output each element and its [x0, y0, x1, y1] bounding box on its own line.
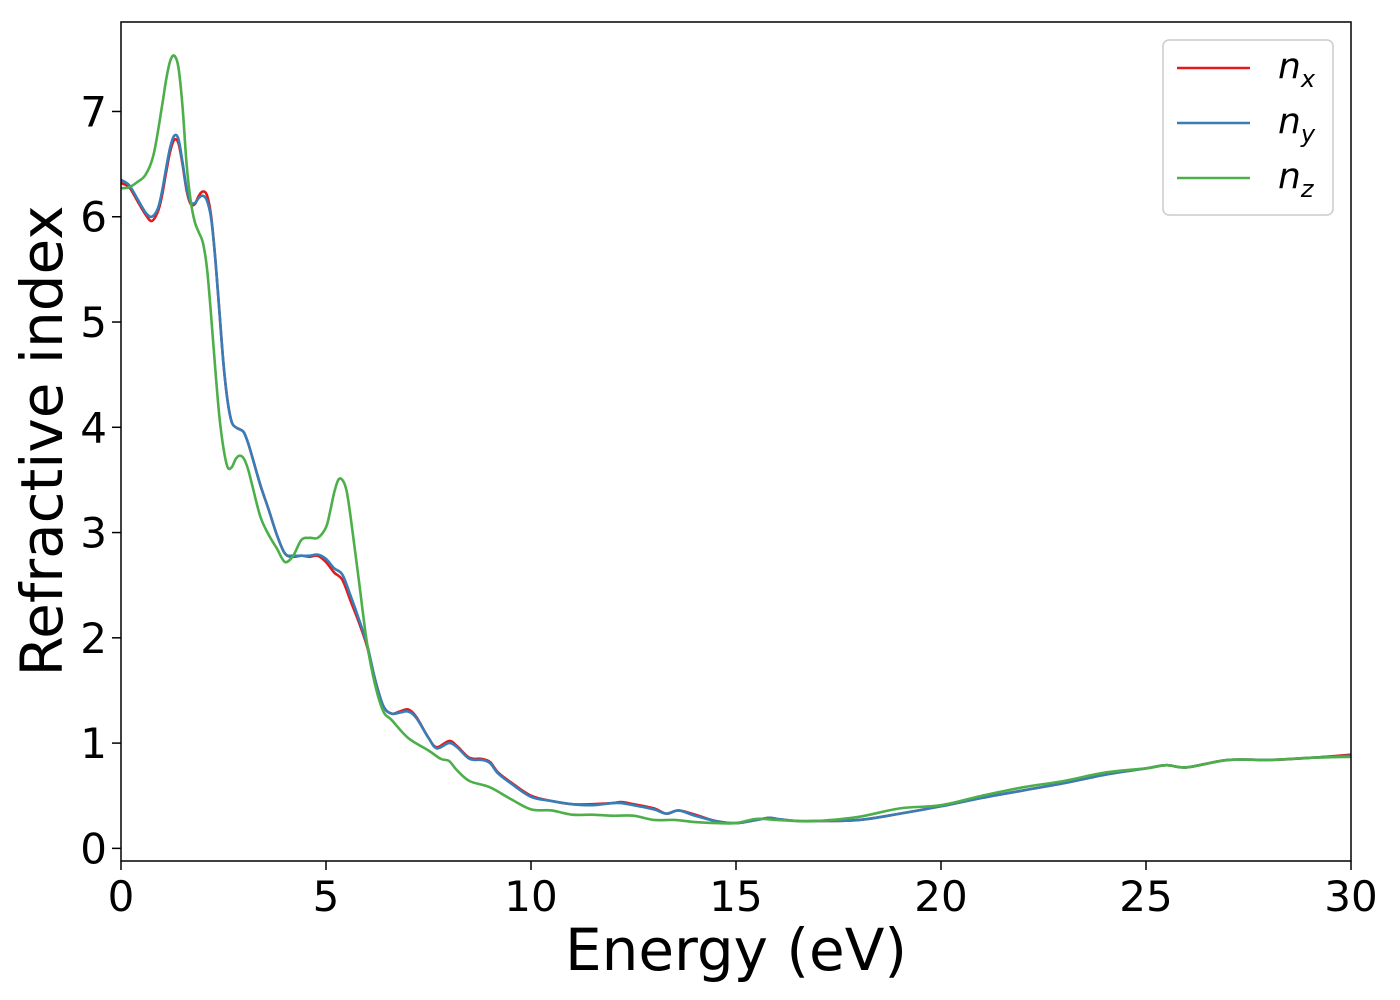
- legend: nx ny nz: [1162, 39, 1334, 216]
- y-axis-label: Refractive index: [8, 205, 76, 676]
- x-tick-label: 10: [504, 872, 557, 921]
- legend-label-z: nz: [1278, 156, 1315, 203]
- x-tick-label: 0: [108, 872, 135, 921]
- y-axis-ticks: 0 1 2 3 4 5 6 7: [80, 87, 121, 873]
- series-line-y: [121, 133, 1351, 825]
- legend-box: [1162, 39, 1334, 216]
- legend-label-y: ny: [1278, 101, 1316, 148]
- y-tick-label: 2: [80, 614, 107, 663]
- x-axis-label: Energy (eV): [565, 916, 907, 984]
- x-tick-label: 20: [914, 872, 967, 921]
- x-tick-label: 15: [709, 872, 762, 921]
- y-tick-label: 5: [80, 298, 107, 347]
- x-tick-label: 5: [313, 872, 340, 921]
- legend-label-x: nx: [1278, 46, 1316, 93]
- y-tick-label: 1: [80, 719, 107, 768]
- x-tick-label: 30: [1324, 872, 1377, 921]
- series-layer: [121, 54, 1351, 825]
- x-tick-label: 25: [1119, 872, 1172, 921]
- series-line-x: [121, 137, 1351, 825]
- y-tick-label: 6: [80, 193, 107, 242]
- y-tick-label: 3: [80, 509, 107, 558]
- y-tick-label: 7: [80, 87, 107, 136]
- y-tick-label: 4: [80, 403, 107, 452]
- series-line-z: [121, 54, 1351, 825]
- y-tick-label: 0: [80, 824, 107, 873]
- x-axis-ticks: 0 5 10 15 20 25 30: [108, 861, 1378, 921]
